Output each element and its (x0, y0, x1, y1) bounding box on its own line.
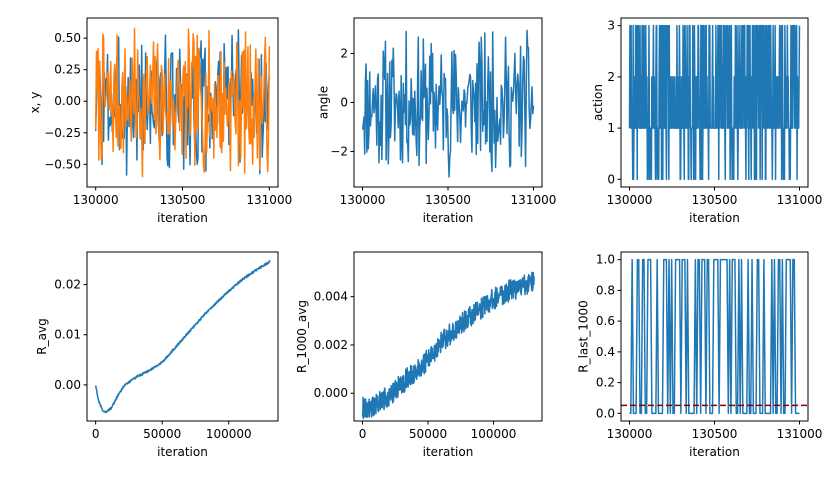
x-tick-label: 130000 (73, 193, 119, 207)
y-tick-label: 1.0 (596, 253, 615, 267)
x-tick-label: 50000 (143, 427, 181, 441)
y-axis-label: action (591, 84, 605, 121)
y-tick-label: 0.50 (54, 31, 81, 45)
y-tick-label: 0.0 (596, 406, 615, 420)
x-axis-label: iteration (689, 211, 740, 225)
subplot-r_1000: 0 50000 100000 0.000 0.002 0.004 iteration R_10… (295, 251, 543, 459)
y-tick-label: −0.50 (44, 157, 81, 171)
y-axis-label: R_1000_avg (295, 300, 309, 373)
y-axis-label: angle (317, 86, 331, 119)
series-line-action-0 (628, 24, 801, 181)
x-tick-label: 131000 (246, 193, 292, 207)
axes-frame (353, 251, 543, 422)
y-tick-label: 2 (607, 70, 615, 84)
x-tick-label: 100000 (206, 427, 252, 441)
x-tick-label: 131000 (777, 193, 823, 207)
x-tick-label: 130000 (607, 193, 653, 207)
y-tick-label: 0.02 (54, 278, 81, 292)
y-tick-label: 0.4 (596, 345, 615, 359)
axes-frame (86, 251, 279, 422)
y-tick-label: 1 (607, 121, 615, 135)
x-axis-label: iteration (423, 445, 474, 459)
subplot-action: 130000 130500 131000 0 1 2 3 iteration action (591, 17, 823, 225)
x-tick-label: 131000 (777, 427, 823, 441)
y-axis-label: R_avg (35, 318, 49, 354)
series-line-xy-1 (94, 27, 271, 178)
x-tick-label: 131000 (511, 193, 557, 207)
x-tick-label: 0 (359, 427, 367, 441)
x-tick-label: 50000 (409, 427, 447, 441)
series-line-r_avg-0 (94, 260, 271, 414)
series-line-r_1000-0 (361, 271, 535, 420)
subplot-angle: 130000 130500 131000 −2 0 2 iteration angle (317, 17, 557, 225)
x-tick-label: 130500 (692, 427, 738, 441)
series-line-r_last-0 (629, 258, 800, 415)
x-tick-label: 100000 (471, 427, 517, 441)
y-tick-label: 0.25 (54, 63, 81, 77)
x-tick-label: 0 (92, 427, 100, 441)
x-tick-label: 130500 (425, 193, 471, 207)
y-tick-label: 0.00 (54, 378, 81, 392)
x-axis-label: iteration (689, 445, 740, 459)
subplot-r_avg: 0 50000 100000 0.00 0.01 0.02 iteration R_avg (35, 251, 279, 459)
x-axis-label: iteration (157, 445, 208, 459)
x-tick-label: 130500 (160, 193, 206, 207)
x-tick-label: 130500 (692, 193, 738, 207)
y-tick-label: 0.00 (54, 94, 81, 108)
y-tick-label: 3 (607, 19, 615, 33)
x-axis-label: iteration (157, 211, 208, 225)
y-tick-label: −0.25 (44, 126, 81, 140)
y-tick-label: 2 (340, 47, 348, 61)
subplot-r_last: 130000 130500 131000 0.0 0.2 0.4 0.6 0.8 1.0 iter… (576, 251, 823, 459)
y-tick-label: 0.8 (596, 283, 615, 297)
y-tick-label: 0.000 (314, 386, 348, 400)
y-tick-label: 0.002 (314, 338, 348, 352)
y-axis-label: x, y (28, 92, 42, 114)
y-tick-label: 0.004 (314, 290, 348, 304)
x-axis-label: iteration (423, 211, 474, 225)
y-tick-label: 0.6 (596, 314, 615, 328)
x-tick-label: 130000 (607, 427, 653, 441)
y-tick-label: 0 (340, 96, 348, 110)
y-tick-label: 0.01 (54, 328, 81, 342)
y-tick-label: 0.2 (596, 376, 615, 390)
y-tick-label: −2 (330, 144, 348, 158)
series-line-angle-0 (361, 29, 535, 178)
y-tick-label: 0 (607, 172, 615, 186)
x-tick-label: 130000 (340, 193, 386, 207)
subplot-xy: 130000 130500 131000 −0.50 −0.25 0.00 0.25 0.50… (28, 17, 292, 225)
y-axis-label: R_last_1000 (576, 300, 590, 373)
